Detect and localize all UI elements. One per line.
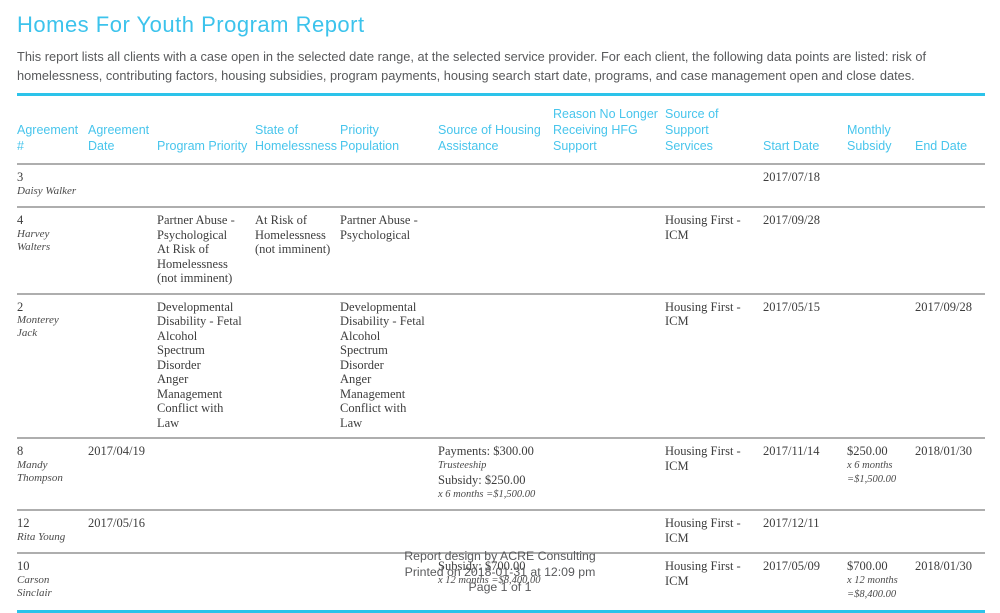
table-row: 8 Mandy Thompson 2017/04/19 Payments: $300.…	[17, 437, 985, 509]
cell-monthly_subsidy	[847, 511, 915, 552]
table-row: 10 Carson Sinclair Subsidy: $700.00 x 12 mo…	[17, 552, 985, 610]
column-header-agreement_date: Agreement Date	[88, 123, 150, 153]
cell-priority_population	[340, 511, 438, 552]
client-name: Mandy Thompson	[17, 458, 63, 484]
cell-agreement_date	[88, 165, 157, 206]
cell-end_date	[915, 165, 985, 206]
cell-program_priority	[157, 165, 255, 206]
cell-end_date: 2018/01/30	[915, 444, 972, 458]
cell-end_date: 2018/01/30	[915, 559, 972, 573]
cell-agreement_number: 2 Monterey Jack	[17, 295, 88, 438]
cell-support_services: Housing First - ICM	[665, 299, 741, 329]
client-name: Harvey Walters	[17, 227, 51, 253]
cell-program_priority: Partner Abuse - Psychological At Risk of …	[157, 213, 235, 285]
column-header-start_date: Start Date	[763, 139, 820, 153]
column-header-monthly_subsidy: Monthly Subsidy	[847, 123, 892, 153]
cell-program_priority	[157, 511, 255, 552]
column-header-priority_population: Priority Population	[340, 123, 400, 153]
cell-support_services: Housing First - ICM	[665, 559, 741, 588]
report-title: Homes For Youth Program Report	[17, 12, 365, 37]
column-header-program_priority: Program Priority	[157, 139, 248, 153]
client-name: Monterey Jack	[17, 314, 59, 339]
cell-reason_no_longer	[553, 439, 665, 509]
cell-end_date: 2017/09/28	[915, 299, 972, 314]
cell-housing_assistance	[438, 511, 553, 552]
cell-housing_assistance: Subsidy: $700.00 x 12 months =$8,400.00	[438, 559, 541, 586]
table-row: 12 Rita Young 2017/05/16 Housing First - IC…	[17, 509, 985, 552]
cell-monthly_subsidy	[847, 165, 915, 206]
cell-end_date	[915, 208, 985, 293]
column-header-agreement_number: Agreement #	[17, 123, 79, 153]
cell-agreement_number: 4 Harvey Walters	[17, 208, 88, 293]
cell-start_date: 2017/07/18	[763, 170, 820, 184]
cell-agreement_number: 8 Mandy Thompson	[17, 439, 88, 509]
cell-monthly_subsidy: $250.00 x 6 months =$1,500.00	[847, 444, 897, 485]
cell-start_date: 2017/11/14	[763, 444, 820, 458]
cell-start_date: 2017/05/15	[763, 299, 820, 314]
cell-state_of_homelessness: At Risk of Homelessness (not imminent)	[255, 213, 331, 256]
cell-reason_no_longer	[553, 165, 665, 206]
cell-agreement_date	[88, 295, 157, 438]
report-table: Agreement # Agreement Date Program Priorit…	[17, 93, 985, 613]
cell-support_services: Housing First - ICM	[665, 516, 741, 545]
cell-agreement_number: 10 Carson Sinclair	[17, 554, 88, 610]
cell-agreement_number: 12 Rita Young	[17, 511, 88, 552]
cell-priority_population	[340, 165, 438, 206]
cell-state_of_homelessness	[255, 295, 340, 438]
client-name: Rita Young	[17, 530, 66, 543]
column-header-reason_no_longer: Reason No Longer Receiving HFG Support	[553, 107, 658, 153]
cell-reason_no_longer	[553, 208, 665, 293]
table-body: 3 Daisy Walker 2017/07/18 4 Harvey Walters Pa…	[17, 163, 985, 610]
cell-priority_population	[340, 439, 438, 509]
cell-program_priority: Developmental Disability - Fetal Alcohol…	[157, 299, 242, 430]
cell-state_of_homelessness	[255, 511, 340, 552]
cell-monthly_subsidy	[847, 295, 915, 438]
cell-housing_assistance	[438, 295, 553, 438]
client-name: Carson Sinclair	[17, 573, 52, 599]
cell-agreement_date: 2017/05/16	[88, 516, 145, 530]
footer-printed: Printed on 2018-01-31 at 12:09 pm	[404, 564, 596, 579]
cell-start_date: 2017/09/28	[763, 213, 820, 227]
cell-priority_population: Developmental Disability - Fetal Alcohol…	[340, 299, 425, 430]
table-row: 4 Harvey Walters Partner Abuse - Psycholog…	[17, 206, 985, 293]
cell-agreement_number: 3 Daisy Walker	[17, 165, 88, 206]
cell-agreement_date: 2017/04/19	[88, 444, 145, 458]
cell-housing_assistance: Payments: $300.00 Trusteeship Subsidy: $25…	[438, 444, 536, 500]
cell-monthly_subsidy: $700.00 x 12 months =$8,400.00	[847, 559, 898, 600]
table-row: 3 Daisy Walker 2017/07/18	[17, 163, 985, 206]
cell-reason_no_longer	[553, 511, 665, 552]
cell-state_of_homelessness	[255, 165, 340, 206]
report-footer: Report design by ACRE Consulting Printed…	[0, 549, 1000, 596]
table-row: 2 Monterey Jack Developmental Disability -…	[17, 292, 985, 438]
column-header-end_date: End Date	[915, 139, 968, 153]
footer-credit: Report design by ACRE Consulting	[404, 549, 596, 563]
cell-support_services: Housing First - ICM	[665, 213, 741, 242]
cell-monthly_subsidy	[847, 208, 915, 293]
cell-housing_assistance	[438, 165, 553, 206]
cell-program_priority	[157, 439, 255, 509]
cell-support_services	[665, 165, 763, 206]
client-name: Daisy Walker	[17, 184, 77, 197]
column-header-housing_assistance: Source of Housing Assistance	[438, 123, 541, 153]
cell-support_services: Housing First - ICM	[665, 444, 741, 473]
column-header-state_of_homelessness: State of Homelessness	[255, 123, 337, 153]
table-header-row: Agreement # Agreement Date Program Priorit…	[17, 96, 985, 163]
footer-page-number: Page 1 of 1	[468, 580, 532, 594]
cell-reason_no_longer	[553, 295, 665, 438]
cell-state_of_homelessness	[255, 439, 340, 509]
cell-start_date: 2017/05/09	[763, 559, 820, 573]
cell-start_date: 2017/12/11	[763, 516, 820, 530]
report-description: This report lists all clients with a cas…	[17, 49, 927, 83]
cell-end_date	[915, 511, 985, 552]
cell-agreement_date	[88, 208, 157, 293]
cell-priority_population: Partner Abuse - Psychological	[340, 213, 418, 242]
column-header-support_services: Source of Support Services	[665, 107, 719, 153]
cell-housing_assistance	[438, 208, 553, 293]
